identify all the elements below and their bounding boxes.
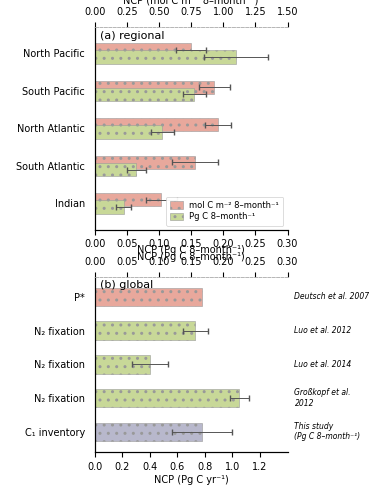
Legend: mol C m⁻² 8–month⁻¹, Pg C 8–month⁻¹: mol C m⁻² 8–month⁻¹, Pg C 8–month⁻¹ [166,197,283,226]
Bar [95,288,202,306]
Bar [95,88,194,101]
Bar [95,422,202,441]
Bar [95,125,162,139]
Text: Luo et al. 2014: Luo et al. 2014 [295,360,352,369]
Bar [95,389,239,408]
X-axis label: NCP (Pg C 8–month⁻¹): NCP (Pg C 8–month⁻¹) [137,252,245,262]
X-axis label: NCP (Pg C 8–month⁻¹): NCP (Pg C 8–month⁻¹) [137,245,245,255]
Bar [95,119,218,131]
Bar [95,43,191,56]
Bar [95,321,195,340]
X-axis label: NCP (Pg C yr⁻¹): NCP (Pg C yr⁻¹) [154,475,229,485]
Text: (a) regional: (a) regional [101,31,165,41]
Bar [95,355,150,373]
Bar [95,201,124,213]
Text: (b) global: (b) global [101,280,154,290]
Bar [95,163,137,176]
Text: Luo et al. 2012: Luo et al. 2012 [295,326,352,335]
Text: Deutsch et al. 2007: Deutsch et al. 2007 [295,292,370,301]
Bar [95,50,236,64]
Text: Großkopf et al.
2012: Großkopf et al. 2012 [295,388,351,408]
Bar [95,193,161,206]
Bar [95,81,214,94]
Text: This study
(Pg C 8–month⁻¹): This study (Pg C 8–month⁻¹) [295,422,361,442]
Bar [95,156,195,169]
X-axis label: NCP (mol C m⁻² 8–month⁻¹): NCP (mol C m⁻² 8–month⁻¹) [124,0,259,5]
